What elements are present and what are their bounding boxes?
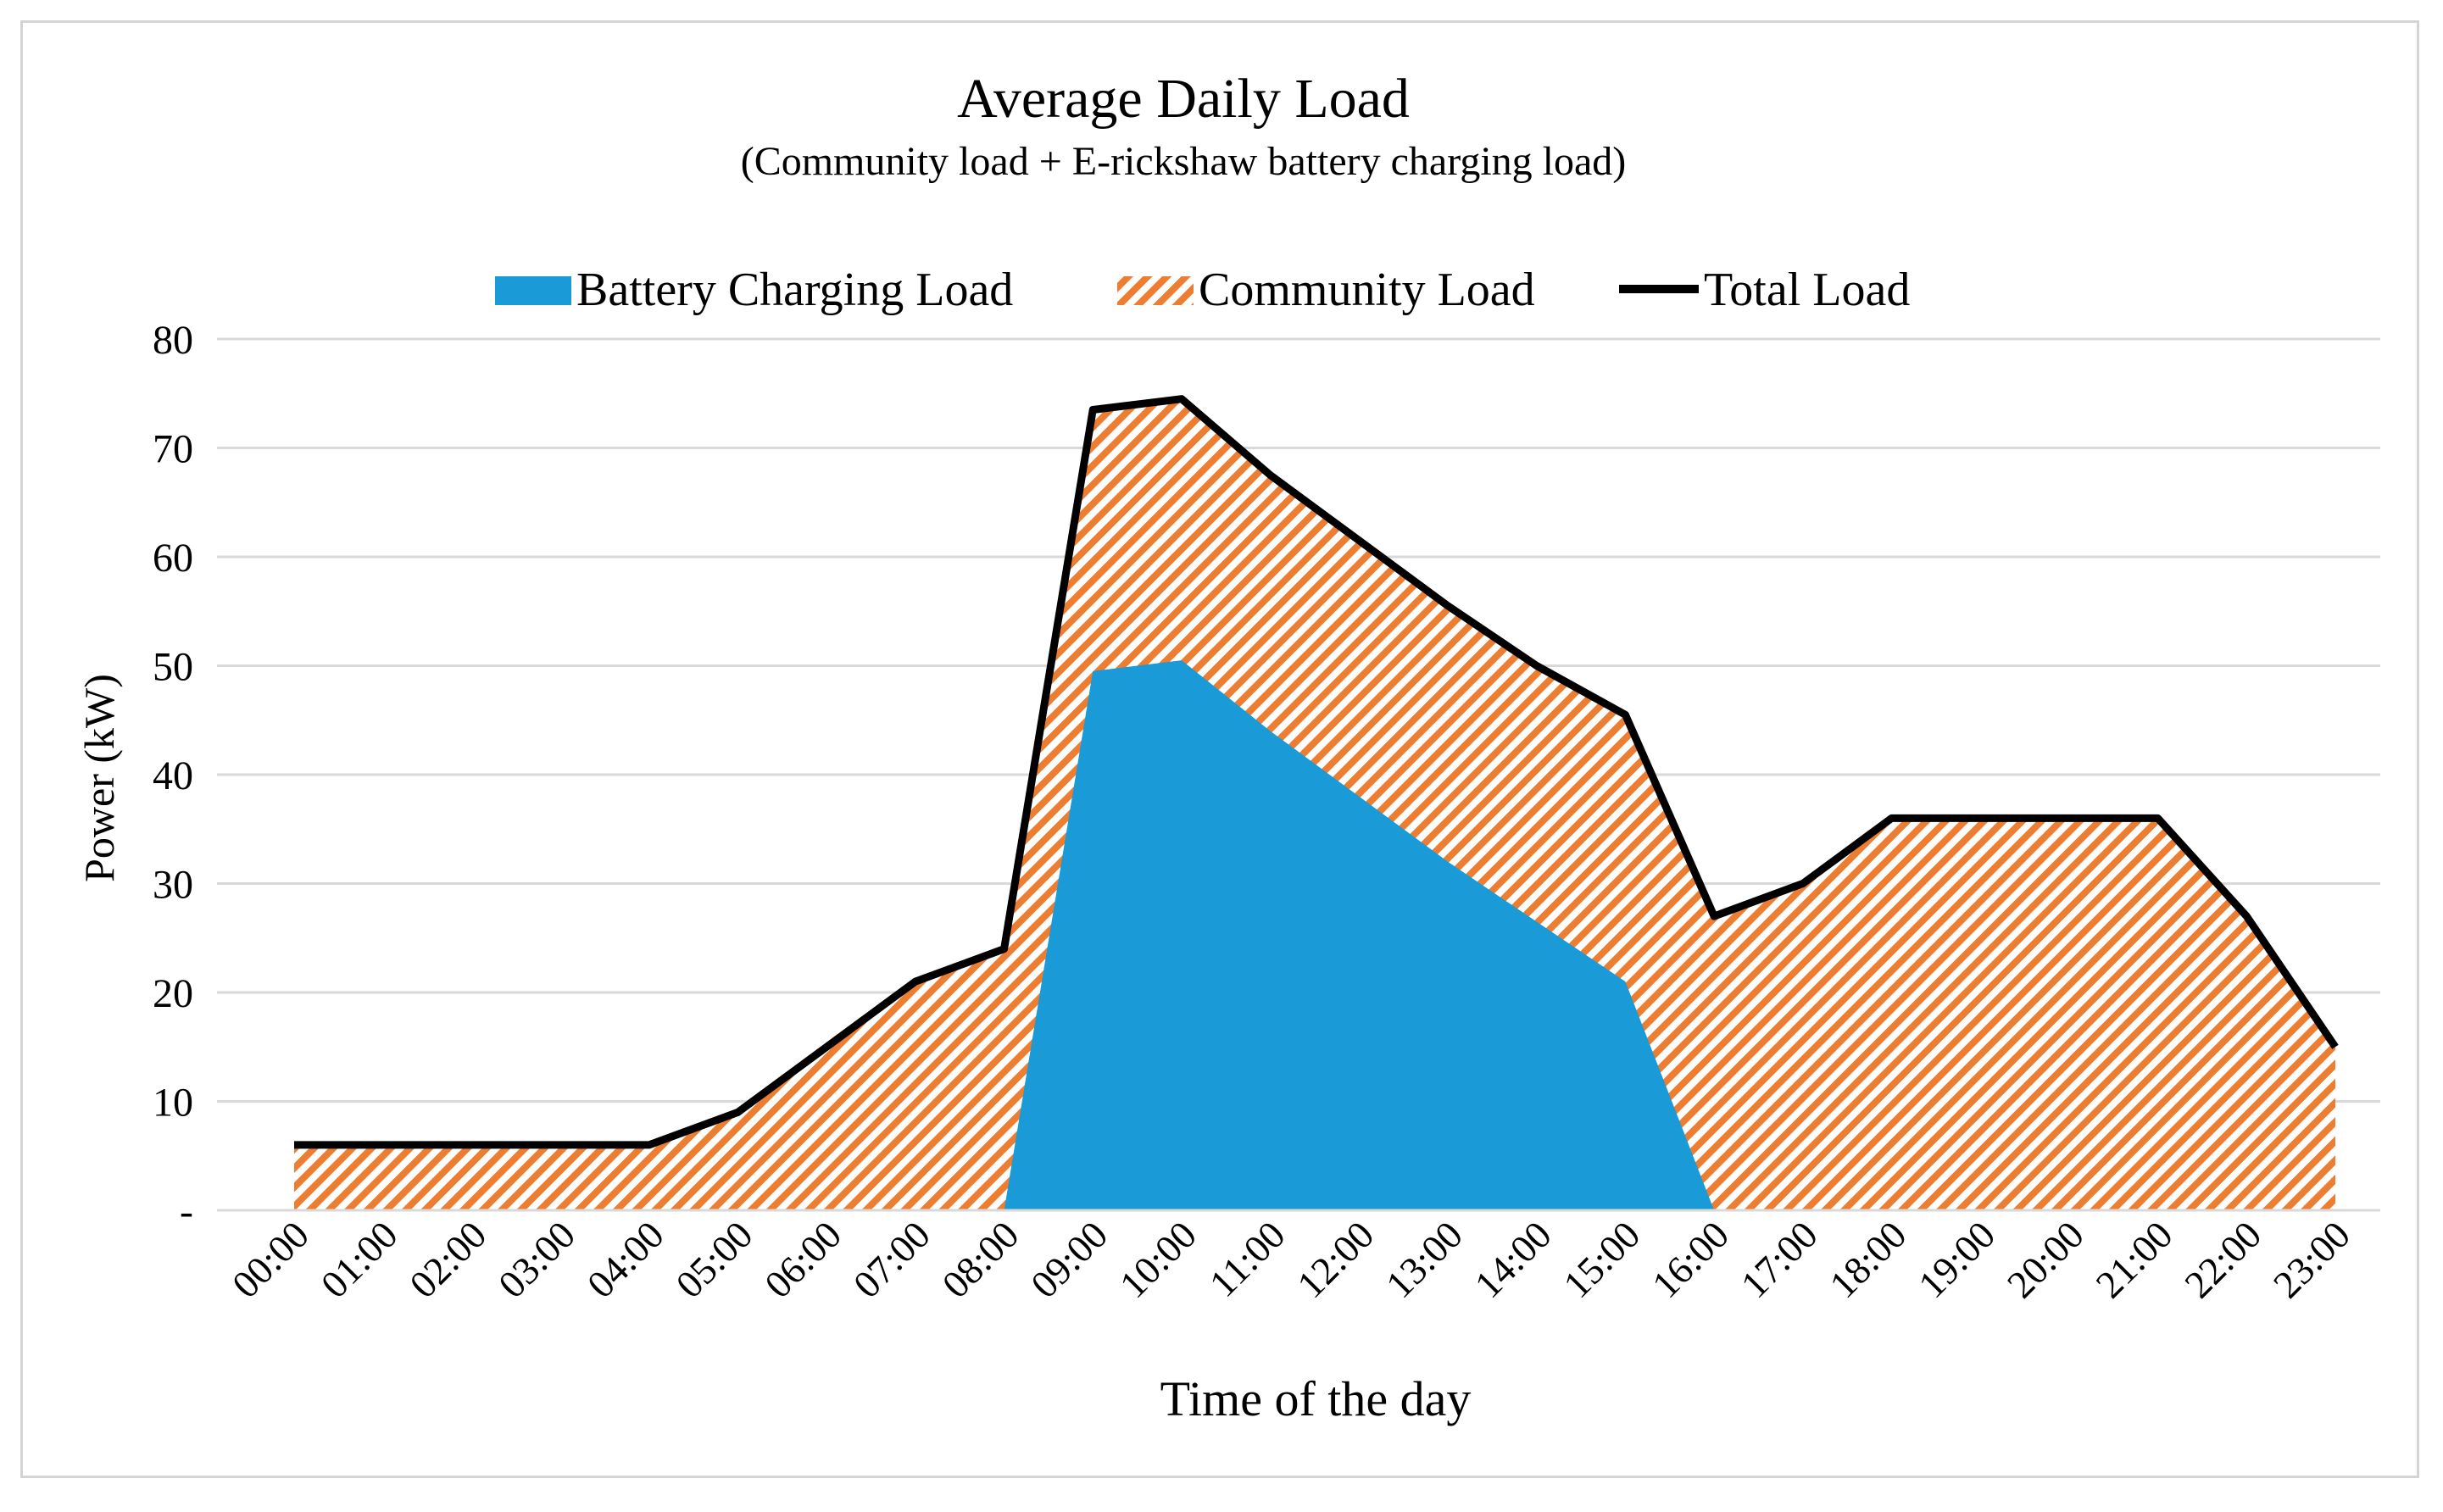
battery-charging-load-area [1004, 660, 1715, 1210]
x-tick-label-1900: 19:00 [1910, 1213, 2003, 1306]
chart-subtitle: (Community load + E-rickshaw battery cha… [741, 139, 1627, 184]
legend-swatch-battery-charging-load [495, 276, 571, 305]
x-tick-label-1100: 11:00 [1201, 1213, 1294, 1305]
y-tick-label-80: 80 [153, 318, 193, 363]
chart-title: Average Daily Load [957, 68, 1410, 130]
area-series [294, 395, 2339, 1210]
x-axis-ticks: 00:0001:0002:0003:0004:0005:0006:0007:00… [224, 1213, 2358, 1306]
x-tick-label-0900: 09:00 [1022, 1213, 1116, 1306]
x-tick-label-0600: 06:00 [756, 1213, 849, 1306]
x-tick-label-1800: 18:00 [1821, 1213, 1914, 1306]
y-tick-label-0: - [180, 1189, 193, 1234]
x-tick-label-1000: 10:00 [1111, 1213, 1205, 1306]
x-tick-label-1400: 14:00 [1466, 1213, 1560, 1306]
legend-label-community-load: Community Load [1199, 264, 1535, 316]
x-tick-label-0100: 01:00 [313, 1213, 406, 1306]
y-tick-label-50: 50 [153, 645, 193, 690]
total-load-line [294, 395, 2339, 1149]
legend-label-total-load: Total Load [1704, 264, 1910, 316]
x-tick-label-0000: 00:00 [224, 1213, 317, 1306]
y-tick-label-60: 60 [153, 536, 193, 581]
legend-swatch-community-load [1117, 276, 1194, 305]
y-tick-label-20: 20 [153, 971, 193, 1016]
legend: Battery Charging Load Community Load Tot… [495, 264, 1910, 316]
x-tick-label-0700: 07:00 [845, 1213, 938, 1306]
y-tick-label-40: 40 [153, 753, 193, 798]
x-tick-label-1600: 16:00 [1644, 1213, 1737, 1306]
x-tick-label-1500: 15:00 [1555, 1213, 1648, 1306]
y-tick-label-30: 30 [153, 863, 193, 908]
x-tick-label-2200: 22:00 [2176, 1213, 2269, 1306]
x-tick-label-0200: 02:00 [401, 1213, 494, 1306]
x-tick-label-2000: 20:00 [1999, 1213, 2092, 1306]
x-tick-label-1300: 13:00 [1377, 1213, 1471, 1306]
x-tick-label-2100: 21:00 [2088, 1213, 2181, 1306]
x-tick-label-0800: 08:00 [933, 1213, 1027, 1306]
x-tick-label-2300: 23:00 [2265, 1213, 2358, 1306]
x-tick-label-0300: 03:00 [490, 1213, 583, 1306]
x-tick-label-1700: 17:00 [1733, 1213, 1826, 1306]
y-axis-ticks: - 10 20 30 40 50 60 70 80 [153, 318, 193, 1234]
legend-label-battery-charging-load: Battery Charging Load [576, 264, 1013, 316]
x-axis-label: Time of the day [1160, 1371, 1472, 1426]
x-tick-label-1200: 12:00 [1288, 1213, 1382, 1306]
x-tick-label-0400: 04:00 [579, 1213, 672, 1306]
y-tick-label-10: 10 [153, 1081, 193, 1126]
y-axis-label: Power (kW) [75, 674, 123, 882]
x-tick-label-0500: 05:00 [667, 1213, 760, 1306]
y-tick-label-70: 70 [153, 427, 193, 472]
